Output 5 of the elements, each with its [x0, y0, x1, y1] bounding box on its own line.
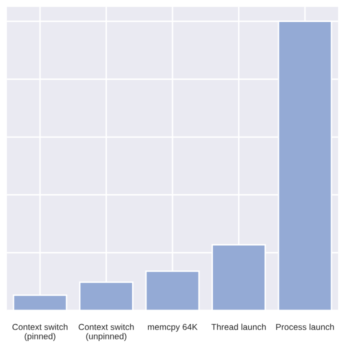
x-tick-label: Thread launch [211, 324, 266, 330]
x-tick-label: Context switch (pinned) [12, 324, 68, 341]
x-tick-label: Process launch [276, 324, 334, 330]
x-tick-label: Context switch (unpinned) [78, 324, 134, 341]
x-tick-label: memcpy 64K [148, 324, 198, 332]
